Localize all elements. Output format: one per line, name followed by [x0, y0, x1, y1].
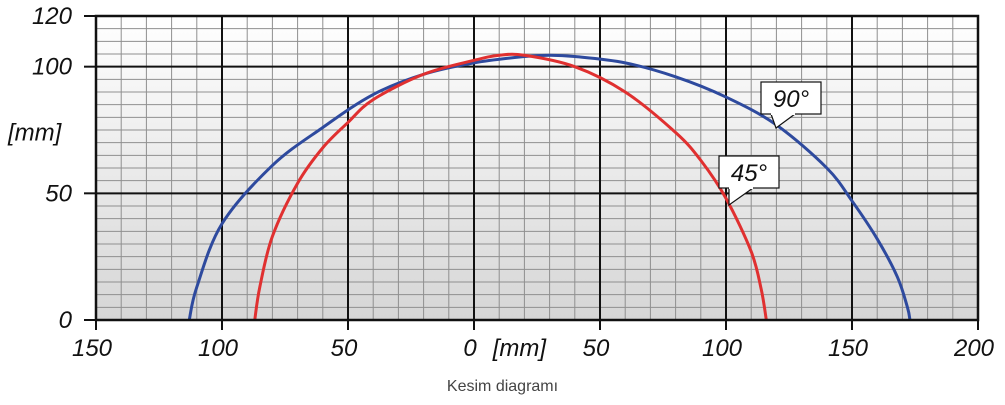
y-tick-label: 0 — [59, 307, 73, 334]
series-layer — [187, 52, 912, 321]
callout-90-box — [760, 81, 822, 115]
minor-grid — [95, 15, 979, 321]
chart-caption: Kesim diagramı — [446, 378, 559, 395]
callout-90-text: 90° — [773, 86, 810, 113]
x-tick-label: 100 — [198, 335, 239, 362]
callout-90: 90° — [760, 81, 822, 129]
axes — [84, 14, 980, 330]
callout-45-text: 45° — [731, 160, 768, 187]
callout-45: 45° — [718, 155, 780, 207]
x-tick-label: 150 — [828, 335, 869, 362]
x-axis-label: [mm] — [492, 335, 548, 362]
callout-45-box — [718, 155, 780, 189]
cutting-diagram-chart: 90° 45° 150 100 50 0 50 100 150 200 0 50 100 120 [mm]… — [7, 3, 995, 362]
x-tick-label: 200 — [953, 335, 995, 362]
tick-labels: 150 100 50 0 50 100 150 200 0 50 100 120 [mm] [mm] — [7, 3, 995, 362]
y-tick-label: 50 — [45, 180, 72, 207]
x-tick-label: 50 — [583, 335, 610, 362]
y-tick-label: 120 — [32, 3, 73, 30]
x-tick-label: 0 — [463, 335, 477, 362]
callouts: 90° 45° — [718, 81, 822, 207]
y-axis-label: [mm] — [7, 120, 63, 147]
x-tick-label: 50 — [331, 335, 358, 362]
plot-frame — [94, 14, 980, 322]
series-90-curve — [187, 53, 912, 321]
x-tick-label: 150 — [72, 335, 113, 362]
callout-90-pointer — [770, 113, 796, 129]
y-tick-label: 100 — [32, 54, 73, 81]
x-tick-label: 100 — [702, 335, 743, 362]
callout-45-pointer — [728, 187, 754, 207]
series-45-curve — [253, 52, 768, 321]
